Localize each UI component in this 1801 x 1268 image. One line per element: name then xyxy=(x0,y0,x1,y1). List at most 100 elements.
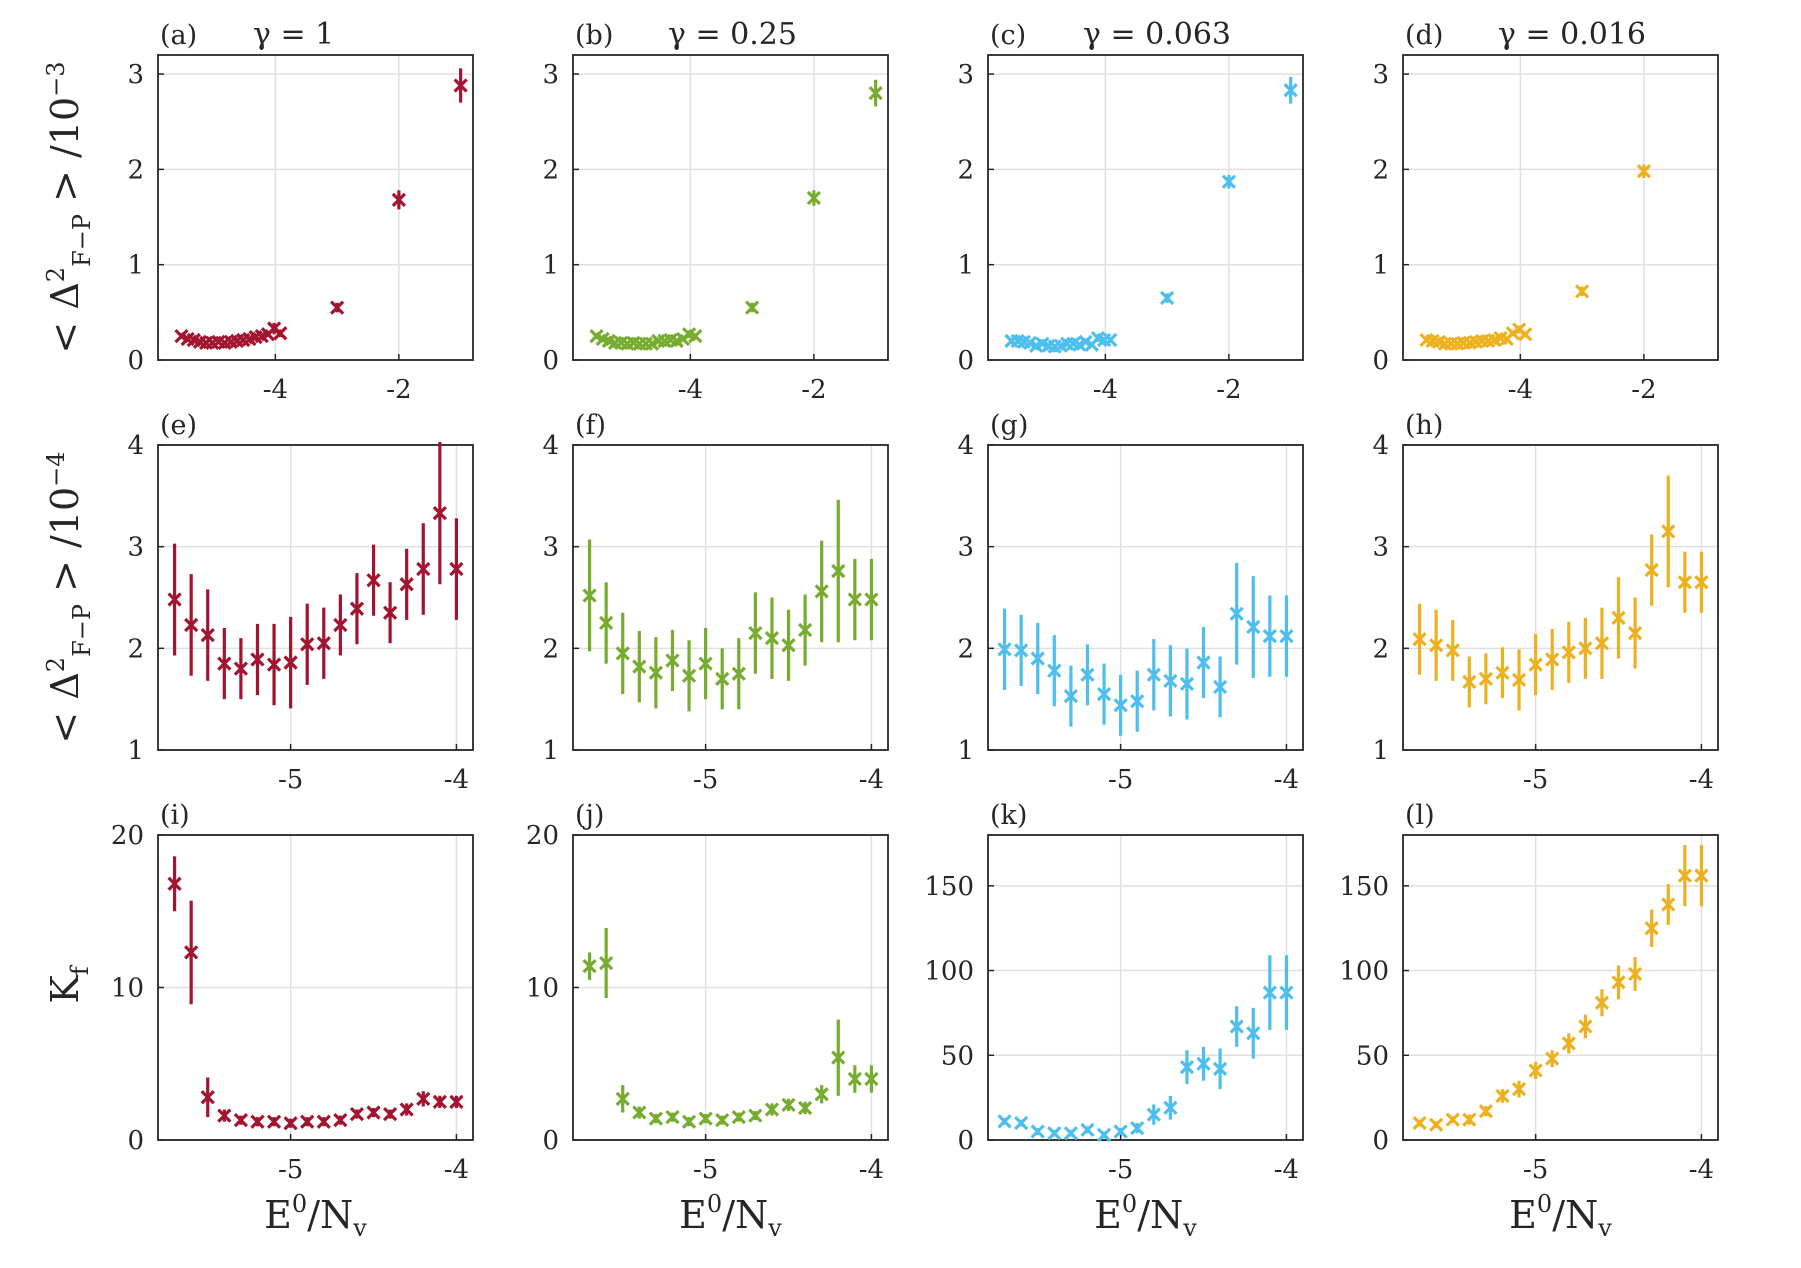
data-point xyxy=(1212,1061,1228,1076)
data-point xyxy=(233,1113,249,1128)
data-point xyxy=(1528,657,1543,672)
xlabel-sub: v xyxy=(352,1214,367,1242)
x-tick-label: -4 xyxy=(263,375,288,405)
y-tick-label: 2 xyxy=(542,155,559,185)
y-tick-label: 10 xyxy=(111,974,144,1004)
xlabel-sup: 0 xyxy=(1122,1190,1137,1218)
panel-k: -5 -4 0 50 100 150 (k) xyxy=(924,800,1304,1185)
data-point xyxy=(316,636,331,651)
data-point xyxy=(1113,698,1128,713)
panel-c: -4 -2 0 1 2 3 (c) γ = 0.063 xyxy=(957,17,1304,405)
data-point xyxy=(1412,1115,1427,1131)
y-tick-label: 100 xyxy=(1339,957,1389,987)
data-point xyxy=(764,1102,780,1117)
xlabel-sub: v xyxy=(767,1214,782,1242)
y-tick-label: 3 xyxy=(957,533,974,563)
y-tick-label: 2 xyxy=(127,634,144,664)
data-point xyxy=(416,561,431,577)
data-point xyxy=(1163,673,1178,688)
data-point xyxy=(300,637,315,652)
data-point xyxy=(1063,688,1079,704)
data-point xyxy=(1511,672,1527,687)
data-point xyxy=(847,592,862,607)
x-axis-label: E0/Nv xyxy=(1509,1190,1612,1242)
data-point xyxy=(349,601,365,616)
x-tick-label: -5 xyxy=(1523,765,1548,795)
xlabel-mid: /N xyxy=(722,1193,768,1237)
y-tick-label: 10 xyxy=(526,974,559,1004)
data-point xyxy=(1096,1127,1112,1143)
panel-title: γ = 1 xyxy=(253,17,334,52)
data-point xyxy=(1694,868,1709,883)
data-point xyxy=(688,329,703,344)
data-point xyxy=(217,1108,232,1123)
data-point xyxy=(1478,1104,1494,1119)
y-tick-label: 2 xyxy=(957,634,974,664)
data-point xyxy=(1478,671,1494,686)
axes-frame xyxy=(987,54,1304,361)
data-point xyxy=(1163,1100,1178,1115)
data-point xyxy=(665,1109,680,1125)
data-point xyxy=(1014,643,1029,658)
data-point xyxy=(744,300,760,315)
data-point xyxy=(266,1114,282,1129)
panel-d: -4 -2 0 1 2 3 (d) γ = 0.016 xyxy=(1372,17,1719,405)
data-point xyxy=(1283,83,1298,98)
panel-label: (j) xyxy=(575,800,604,831)
axes-frame xyxy=(987,834,1304,1141)
y-tick-label: 1 xyxy=(127,736,144,766)
data-point xyxy=(831,563,846,579)
data-point xyxy=(715,671,730,686)
data-point xyxy=(1445,643,1460,658)
y-axis-label-row2: < Δ2F−P > /10−4 xyxy=(42,451,96,743)
y-tick-label: 100 xyxy=(924,957,974,987)
axes-frame xyxy=(157,54,474,361)
axes-frame xyxy=(1402,444,1719,751)
data-point xyxy=(453,78,468,93)
x-tick-label: -4 xyxy=(1093,375,1118,405)
y-tick-label: 1 xyxy=(1372,736,1389,766)
data-point xyxy=(1103,332,1118,348)
ylabel-lead: K xyxy=(43,975,87,1004)
data-point xyxy=(1146,1107,1161,1122)
panel-h: -5 -4 1 2 3 4 (h) xyxy=(1372,410,1719,795)
data-point xyxy=(1627,625,1643,641)
data-point xyxy=(1212,679,1228,695)
data-point xyxy=(1574,284,1590,299)
data-point xyxy=(1561,645,1576,660)
data-point xyxy=(868,85,883,101)
ylabel-tail: > /10 xyxy=(43,97,87,214)
data-point xyxy=(1113,1124,1128,1139)
y-tick-label: 20 xyxy=(111,821,144,851)
data-point xyxy=(1246,619,1261,635)
data-point xyxy=(184,617,199,633)
axes-frame xyxy=(1402,834,1719,1141)
data-point xyxy=(1694,575,1709,590)
data-point xyxy=(1221,174,1237,189)
y-tick-label: 0 xyxy=(957,1126,974,1156)
data-point xyxy=(648,1111,664,1126)
x-tick-label: -2 xyxy=(801,375,826,405)
data-point xyxy=(1644,562,1659,578)
ylabel-exp: −4 xyxy=(42,451,70,486)
data-point xyxy=(391,192,407,208)
y-tick-label: 3 xyxy=(957,60,974,90)
data-point xyxy=(831,1050,846,1065)
y-tick-label: 3 xyxy=(127,533,144,563)
panel-b: -4 -2 0 1 2 3 (b) γ = 0.25 xyxy=(542,17,889,405)
data-point xyxy=(1462,674,1477,690)
data-point xyxy=(1279,985,1294,1000)
data-point xyxy=(1080,1122,1095,1137)
data-point xyxy=(1159,290,1175,306)
x-axis-label: E0/Nv xyxy=(679,1190,782,1242)
panel-label: (g) xyxy=(990,410,1028,441)
y-tick-label: 1 xyxy=(1372,251,1389,281)
data-point xyxy=(1196,655,1211,670)
xlabel-mid: /N xyxy=(1137,1193,1183,1237)
x-tick-label: -4 xyxy=(678,375,703,405)
panel-title: γ = 0.063 xyxy=(1083,17,1231,52)
data-point xyxy=(316,1114,331,1129)
panel-label: (e) xyxy=(160,410,197,441)
data-point xyxy=(1130,1121,1145,1136)
data-point xyxy=(349,1106,365,1122)
